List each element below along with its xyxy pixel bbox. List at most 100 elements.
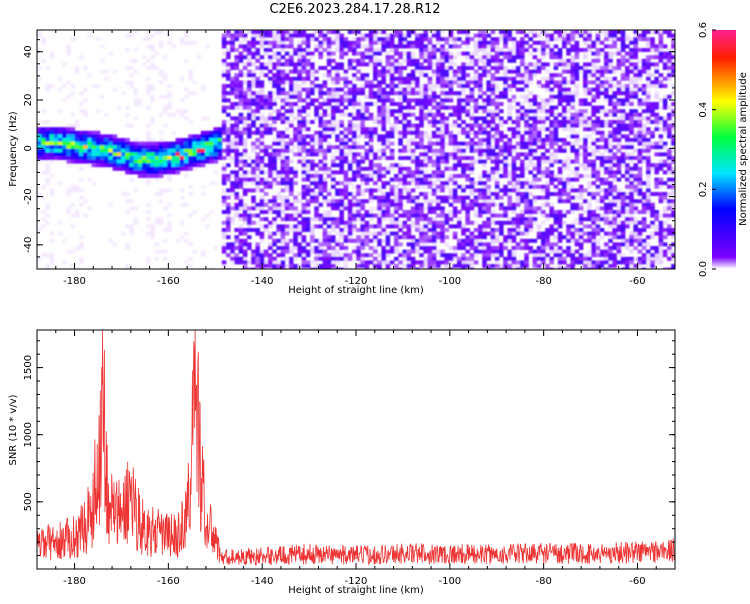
spectrogram-cell (331, 30, 336, 34)
spectrogram-cell (402, 105, 407, 110)
spectrogram-cell (385, 134, 391, 139)
spectrogram-cell (230, 174, 235, 178)
spectrogram-cell (234, 76, 239, 81)
spectrogram-cell (545, 40, 550, 45)
spectrogram-cell (70, 264, 76, 268)
spectrogram-cell (368, 138, 374, 142)
spectrogram-cell (461, 206, 466, 211)
spectrogram-cell (318, 213, 323, 218)
spectrogram-cell (158, 94, 164, 99)
spectrogram-cell (322, 138, 328, 142)
spectrogram-cell (595, 109, 601, 114)
spectrogram-cell (444, 69, 449, 74)
spectrogram-cell (146, 163, 151, 168)
spectrogram-cell (301, 66, 307, 70)
spectrogram-cell (511, 55, 517, 60)
spectrogram-cell (507, 174, 512, 178)
spectrogram-cell (482, 228, 487, 232)
spectrogram-cell (587, 166, 592, 171)
spectrogram-cell (574, 48, 580, 52)
spectrogram-cell (158, 170, 164, 175)
spectrogram-cell (562, 123, 567, 128)
spectrogram-cell (389, 102, 395, 106)
spectrogram-cell (293, 199, 298, 204)
spectrogram-cell (272, 152, 277, 157)
spectrogram-cell (242, 73, 248, 78)
spectrogram-cell (402, 156, 407, 160)
spectrogram-cell (347, 217, 353, 222)
spectrogram-cell (532, 210, 538, 214)
spectrogram-cell (415, 130, 420, 135)
spectrogram-cell (125, 105, 130, 110)
spectrogram-cell (242, 48, 248, 52)
spectrogram-cell (247, 127, 252, 132)
spectrogram-cell (473, 199, 479, 204)
spectrogram-cell (574, 130, 580, 135)
spectrogram-cell (263, 40, 269, 45)
spectrogram-cell (238, 30, 244, 34)
spectrogram-cell (528, 170, 533, 175)
spectrogram-cell (419, 235, 424, 240)
spectrogram-cell (583, 134, 588, 139)
spectrogram-cell (347, 253, 353, 258)
spectrogram-cell (335, 249, 340, 254)
spectrogram-cell (184, 141, 189, 146)
spectrogram-cell (545, 51, 550, 56)
spectrogram-cell (394, 238, 399, 243)
spectrogram-cell (398, 120, 403, 124)
spectrogram-cell (280, 199, 286, 204)
spectrogram-cell (360, 253, 365, 258)
spectrogram-cell (331, 152, 336, 157)
spectrogram-cell (469, 170, 475, 175)
spectrogram-cell (578, 184, 584, 189)
spectrogram-cell (553, 267, 559, 269)
spectrogram-cell (570, 220, 575, 225)
spectrogram-cell (112, 156, 118, 160)
spectrogram-cell (520, 220, 525, 225)
spectrogram-cell (394, 76, 399, 81)
spectrogram-cell (255, 130, 260, 135)
spectrogram-cell (150, 55, 155, 60)
spectrogram-cell (91, 141, 97, 146)
spectrogram-cell (41, 40, 46, 45)
spectrogram-cell (503, 188, 508, 193)
spectrogram-cell (347, 58, 353, 63)
spectrogram-cell (322, 148, 328, 153)
spectrogram-cell (482, 264, 487, 268)
spectrogram-cell (557, 238, 563, 243)
spectrogram-cell (578, 188, 584, 193)
spectrogram-cell (520, 80, 525, 85)
spectrogram-cell (255, 264, 260, 268)
spectrogram-cell (511, 220, 517, 225)
spectrogram-cell (394, 30, 399, 34)
spectrogram-cell (360, 238, 365, 243)
spectrogram-cell (373, 174, 378, 178)
spectrogram-cell (398, 109, 403, 114)
spectrogram-cell (226, 210, 231, 214)
spectrogram-cell (146, 217, 151, 222)
spectrogram-cell (259, 69, 265, 74)
spectrogram-cell (276, 62, 281, 67)
spectrogram-cell (381, 192, 386, 196)
spectrogram-cell (595, 192, 601, 196)
spectrogram-cell (389, 123, 395, 128)
spectrogram-cell (272, 33, 277, 38)
spectrogram-cell (91, 130, 97, 135)
spectrogram-cell (104, 112, 109, 117)
spectrogram-cell (238, 181, 244, 186)
spectrogram-cell (368, 188, 374, 193)
spectrogram-cell (524, 224, 529, 229)
spectrogram-cell (503, 256, 508, 261)
spectrogram-cell (570, 98, 575, 103)
spectrogram-cell (494, 170, 500, 175)
spectrogram-cell (352, 145, 357, 150)
spectrogram-cell (314, 87, 319, 92)
spectrogram-cell (184, 138, 189, 142)
spectrogram-cell (545, 253, 550, 258)
spectrogram-cell (272, 267, 277, 269)
spectrogram-cell (570, 130, 575, 135)
spectrogram-cell (125, 267, 130, 269)
spectrogram-cell (448, 51, 454, 56)
spectrogram-cell (251, 55, 256, 60)
spectrogram-cell (410, 80, 416, 85)
